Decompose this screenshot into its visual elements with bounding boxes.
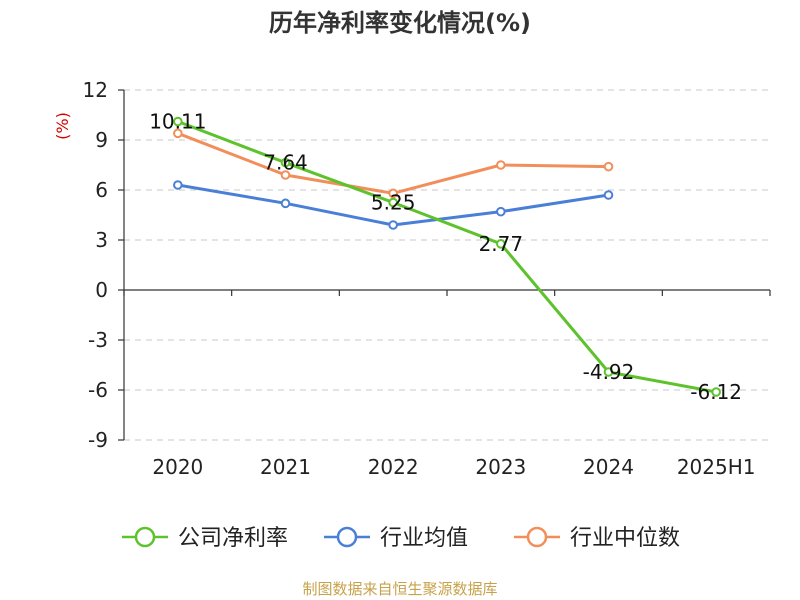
data-point: [496, 206, 506, 217]
x-tick-label: 2020: [152, 455, 203, 479]
y-tick-label: -6: [88, 378, 108, 402]
legend-marker: [526, 526, 548, 548]
data-point: [603, 367, 614, 377]
series-line-2: [177, 131, 609, 195]
source-note: 制图数据来自恒生聚源数据库: [302, 580, 497, 598]
x-tick-label: 2025H1: [677, 455, 756, 479]
y-tick-label: 9: [95, 128, 108, 152]
x-tick-label: 2024: [583, 455, 634, 479]
data-point: [280, 170, 291, 180]
data-label: 2.77: [479, 232, 524, 256]
data-point: [173, 128, 183, 139]
data-label: -4.92: [583, 360, 635, 384]
data-point: [496, 160, 506, 170]
data-point: [388, 197, 398, 208]
x-tick-label: 2022: [368, 455, 419, 479]
data-point: [388, 220, 398, 230]
data-point: [280, 198, 291, 209]
chart-title: 历年净利率变化情况(%): [269, 9, 531, 37]
legend-label: 公司净利率: [178, 526, 288, 551]
data-point: [280, 157, 291, 168]
legend-label: 行业均值: [380, 526, 468, 551]
y-tick-label: 12: [83, 78, 108, 102]
legend-label: 行业中位数: [570, 526, 680, 551]
data-label: 7.64: [263, 151, 308, 175]
data-point: [711, 387, 721, 397]
data-label: 10.11: [149, 110, 206, 134]
data-point: [496, 239, 506, 249]
gridlines: [124, 89, 770, 441]
y-tick-label: -9: [88, 428, 108, 452]
data-point: [603, 161, 614, 172]
legend: 公司净利率 行业均值 行业中位数: [122, 526, 680, 551]
series-line-0: [177, 120, 717, 394]
y-tick-label: 0: [95, 278, 108, 302]
y-axis-label: (%): [53, 112, 72, 140]
legend-marker: [336, 526, 358, 548]
series-lines: [173, 116, 721, 397]
x-tick-label: 2021: [260, 455, 311, 479]
data-label: -6.12: [690, 380, 742, 404]
data-label: 5.25: [371, 191, 416, 215]
axes: [118, 89, 771, 441]
data-point: [173, 116, 183, 127]
y-tick-label: 3: [95, 228, 108, 252]
data-point: [173, 180, 183, 190]
y-tick-label: -3: [88, 328, 108, 352]
data-labels: 10.11 7.64 5.25 2.77 -4.92 -6.12: [149, 110, 742, 405]
tick-labels: 12 9 6 3 0 -3 -6 -9 2020 2021 2022 2023 2024 2025H1: [83, 78, 756, 479]
data-point: [388, 188, 398, 199]
x-tick-label: 2023: [475, 455, 526, 479]
y-tick-label: 6: [95, 178, 108, 202]
legend-marker: [134, 526, 156, 548]
data-point: [603, 190, 614, 200]
